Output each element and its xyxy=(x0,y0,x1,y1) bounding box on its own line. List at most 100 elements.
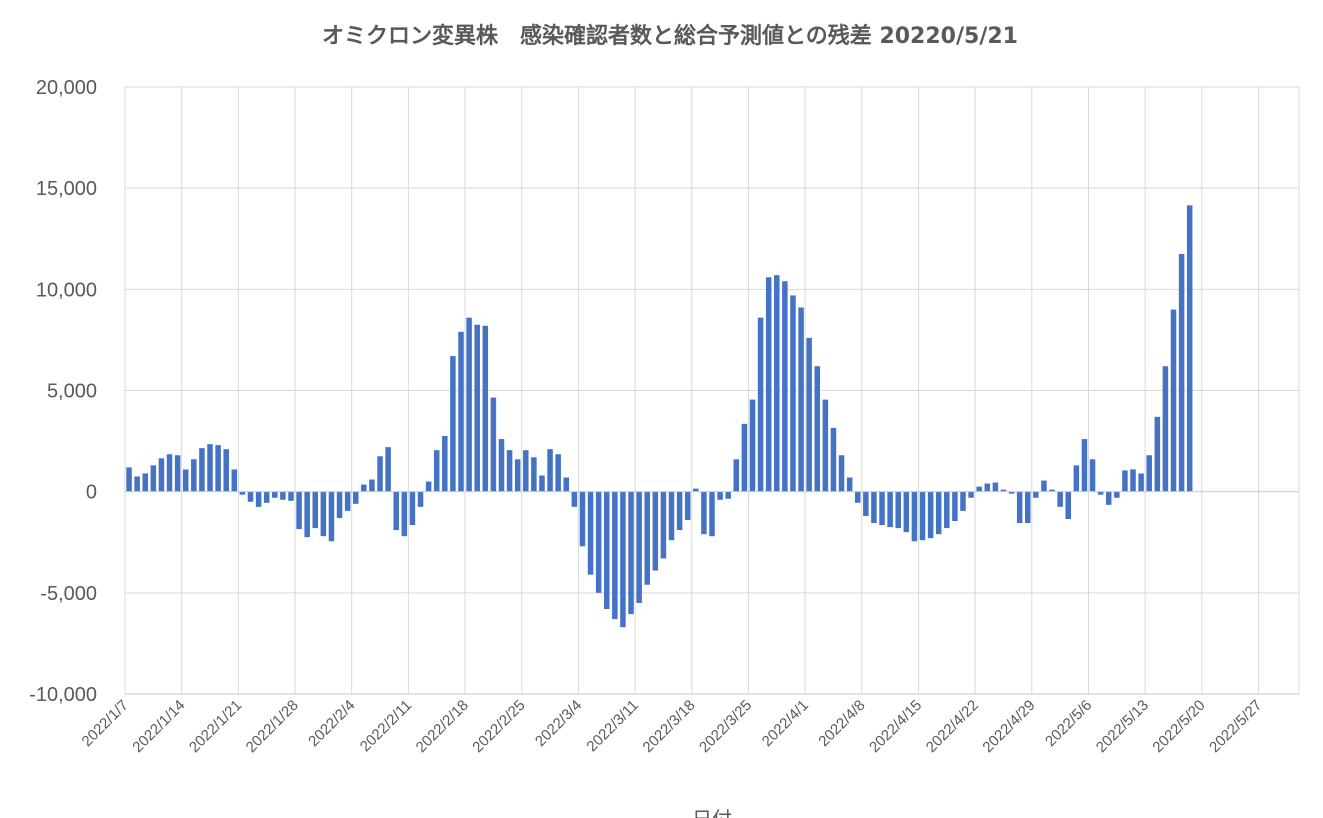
bar xyxy=(352,491,359,504)
bar xyxy=(263,491,270,503)
bar xyxy=(166,454,173,492)
bar xyxy=(595,491,602,593)
bar xyxy=(1178,253,1185,492)
bar xyxy=(960,491,966,511)
bar xyxy=(765,277,772,492)
bar xyxy=(1000,489,1007,492)
bar xyxy=(312,491,319,529)
bar xyxy=(782,281,788,492)
bar xyxy=(693,488,699,492)
bar xyxy=(247,491,254,502)
bar xyxy=(976,486,982,492)
bar xyxy=(1049,489,1055,492)
bar xyxy=(935,491,942,535)
bar xyxy=(1122,470,1128,492)
x-axis-label: 日付 xyxy=(692,807,732,818)
bar xyxy=(255,491,262,507)
bar xyxy=(895,491,901,529)
bar xyxy=(142,473,148,492)
bar xyxy=(207,444,213,492)
bar xyxy=(272,491,278,498)
bar xyxy=(296,491,302,530)
y-tick-label: 20,000 xyxy=(36,77,97,99)
bar xyxy=(1105,491,1112,505)
bar xyxy=(571,491,578,507)
bar xyxy=(523,450,529,492)
bar xyxy=(757,317,764,492)
bar xyxy=(126,467,132,492)
bar xyxy=(320,491,327,537)
bar xyxy=(433,450,440,492)
bar xyxy=(563,477,570,492)
bar xyxy=(684,491,691,520)
bar xyxy=(668,491,675,541)
chart-title: オミクロン変異株 感染確認者数と総合予測値との残差 20220/5/21 xyxy=(322,23,1018,49)
bar xyxy=(1170,309,1177,492)
bar xyxy=(749,399,756,492)
bar xyxy=(830,427,837,492)
bar xyxy=(992,482,999,492)
bar xyxy=(725,491,731,499)
bar xyxy=(1081,439,1088,492)
bar xyxy=(223,449,229,492)
bar xyxy=(474,324,480,492)
bar xyxy=(425,481,432,492)
bar xyxy=(846,477,853,492)
bar xyxy=(652,491,659,571)
bar xyxy=(1033,491,1039,498)
bar xyxy=(814,366,821,492)
bar xyxy=(215,445,221,492)
bar xyxy=(733,459,740,492)
bar xyxy=(603,491,610,610)
bar xyxy=(1073,465,1080,492)
bar xyxy=(182,469,189,492)
bar xyxy=(644,491,650,585)
bar xyxy=(944,491,950,529)
bar xyxy=(620,491,626,628)
bar xyxy=(701,491,707,535)
bar xyxy=(1016,491,1023,524)
bar xyxy=(1097,491,1104,495)
bar xyxy=(377,456,383,492)
bar xyxy=(239,491,246,495)
y-tick-label: 10,000 xyxy=(36,279,97,301)
bar xyxy=(790,295,796,492)
bar xyxy=(1041,480,1047,492)
bar xyxy=(134,476,140,492)
bar xyxy=(887,491,893,528)
y-tick-label: 15,000 xyxy=(36,178,97,200)
bar xyxy=(854,491,861,503)
bar xyxy=(927,491,934,539)
bar xyxy=(774,275,780,492)
bar xyxy=(1025,491,1031,524)
bar xyxy=(579,491,586,547)
bar xyxy=(871,491,877,524)
bar xyxy=(1186,205,1193,492)
bar xyxy=(450,356,456,492)
bar xyxy=(409,491,416,526)
bar xyxy=(903,491,910,533)
bar xyxy=(1089,459,1096,492)
bar xyxy=(806,337,812,492)
bar xyxy=(1114,491,1120,498)
bar xyxy=(442,436,448,492)
y-tick-label: 5,000 xyxy=(47,381,97,403)
bar xyxy=(968,491,974,498)
bar xyxy=(547,449,553,492)
bar xyxy=(1008,491,1015,494)
bar xyxy=(919,491,926,541)
bar xyxy=(482,325,489,492)
bar xyxy=(158,458,165,492)
bar xyxy=(1138,473,1144,492)
bar xyxy=(636,491,642,603)
bar xyxy=(1057,491,1063,507)
bar xyxy=(531,457,537,492)
bar xyxy=(401,491,408,537)
bar xyxy=(1130,469,1136,492)
bar xyxy=(555,454,561,492)
bar xyxy=(498,439,505,492)
bar xyxy=(1065,491,1072,519)
bar xyxy=(369,479,375,492)
bar xyxy=(304,491,310,538)
y-tick-label: 0 xyxy=(86,482,97,504)
